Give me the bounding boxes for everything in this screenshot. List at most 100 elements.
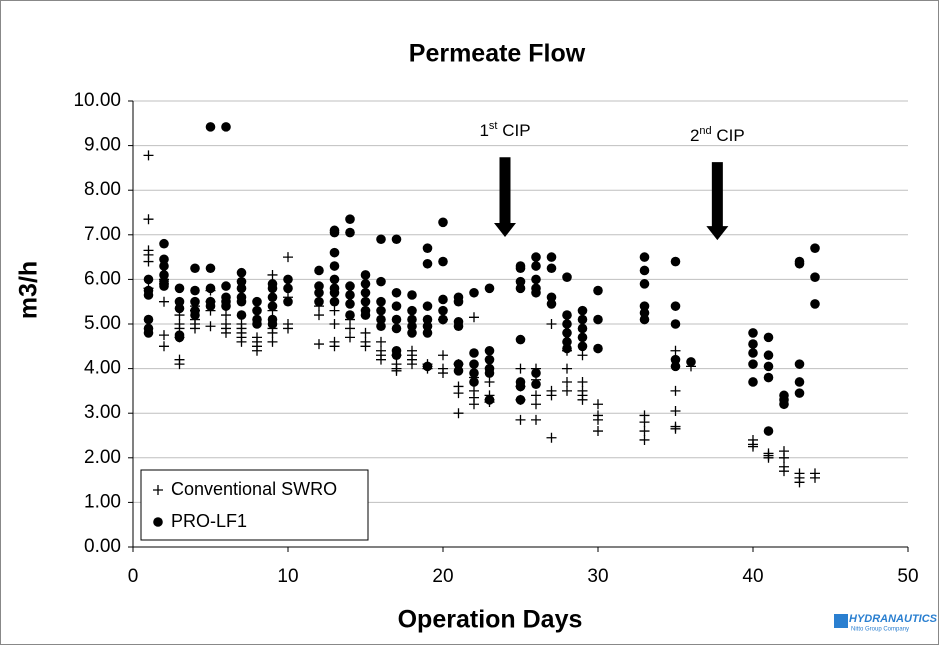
dot-marker	[453, 366, 464, 376]
dot-marker	[174, 303, 185, 314]
plus-marker	[546, 390, 557, 401]
dot-marker	[639, 301, 650, 311]
dot-marker	[143, 328, 154, 338]
logo-name: HYDRANAUTICS	[849, 613, 938, 625]
dot-marker	[174, 283, 185, 294]
dot-marker	[748, 328, 758, 338]
logo-mark	[834, 614, 848, 628]
dot-marker	[329, 247, 340, 258]
dot-marker	[329, 261, 340, 271]
dot-marker	[794, 258, 805, 269]
plus-marker	[267, 327, 278, 338]
dot-marker	[562, 319, 572, 329]
dot-marker	[469, 348, 479, 358]
dot-marker	[422, 301, 433, 311]
plus-marker	[190, 323, 200, 334]
dot-marker	[453, 321, 464, 332]
plus-marker	[376, 336, 386, 347]
y-tick-label: 1.00	[84, 491, 121, 512]
plus-marker	[236, 332, 247, 343]
dot-marker	[438, 314, 448, 325]
dot-marker	[205, 283, 216, 294]
annotation-label-part: CIP	[712, 127, 745, 146]
plus-marker	[453, 381, 464, 392]
plus-marker	[153, 485, 163, 495]
dot-marker	[376, 234, 386, 245]
plus-marker	[391, 365, 402, 376]
dot-marker	[515, 276, 526, 287]
dot-marker	[205, 122, 216, 132]
dot-marker	[360, 287, 371, 298]
x-tick-label: 40	[742, 566, 763, 587]
plus-marker	[438, 350, 448, 361]
plus-marker	[283, 252, 293, 263]
dot-marker	[391, 350, 402, 361]
dot-marker	[763, 332, 774, 343]
plus-marker	[252, 345, 262, 356]
dot-marker	[236, 296, 247, 307]
plus-marker	[779, 466, 789, 477]
dot-marker	[577, 332, 588, 343]
dot-marker	[577, 305, 588, 316]
dot-marker	[267, 292, 278, 303]
x-tick-label: 30	[587, 566, 608, 587]
dot-marker	[422, 321, 433, 332]
y-tick-label: 3.00	[84, 402, 121, 423]
y-tick-label: 7.00	[84, 224, 121, 245]
dot-marker	[639, 314, 650, 325]
dot-marker	[345, 310, 355, 320]
dot-marker	[546, 292, 557, 303]
plus-marker	[763, 452, 774, 463]
y-axis-label: m3/h	[15, 261, 43, 319]
dot-marker	[205, 301, 216, 311]
dot-marker	[810, 272, 820, 282]
dot-marker	[314, 296, 324, 307]
plus-marker	[376, 350, 386, 361]
dot-marker	[360, 279, 371, 289]
dot-marker	[159, 238, 169, 249]
plus-marker	[143, 150, 154, 161]
dot-marker	[748, 359, 758, 369]
dot-marker	[221, 301, 231, 311]
dot-marker	[159, 254, 169, 265]
dot-marker	[438, 256, 448, 267]
plus-marker	[314, 339, 324, 350]
dot-marker	[267, 319, 278, 329]
logo-tagline: Nitto Group Company	[851, 627, 909, 633]
plus-marker	[407, 359, 417, 370]
dot-marker	[391, 287, 402, 298]
dot-marker	[748, 339, 758, 349]
plus-marker	[531, 414, 541, 425]
dot-marker	[422, 361, 433, 372]
annotation-label-part: 1	[479, 122, 488, 141]
plus-marker	[345, 332, 355, 343]
plus-marker	[531, 390, 541, 401]
plus-marker	[593, 426, 603, 437]
dot-marker	[376, 321, 386, 332]
arrow	[494, 157, 516, 238]
dot-marker	[391, 301, 402, 311]
dot-marker	[546, 263, 557, 274]
dot-marker	[469, 368, 479, 378]
dot-marker	[469, 377, 479, 387]
dot-marker	[159, 281, 169, 291]
dot-marker	[376, 276, 386, 287]
plus-marker	[670, 405, 681, 416]
dot-marker	[469, 359, 479, 369]
plus-marker	[159, 341, 169, 352]
y-tick-label: 10.00	[73, 90, 121, 111]
dot-marker	[670, 354, 681, 365]
dot-marker	[453, 296, 464, 307]
dot-marker	[190, 263, 200, 274]
plus-marker	[593, 399, 603, 410]
dot-marker	[562, 310, 572, 320]
dot-marker	[794, 359, 805, 369]
plus-marker	[469, 392, 479, 403]
dot-marker	[391, 234, 402, 245]
plus-marker	[639, 426, 650, 437]
dot-marker	[236, 267, 247, 278]
dot-marker	[252, 305, 262, 316]
legend-box	[140, 469, 369, 541]
dot-marker	[794, 377, 805, 387]
